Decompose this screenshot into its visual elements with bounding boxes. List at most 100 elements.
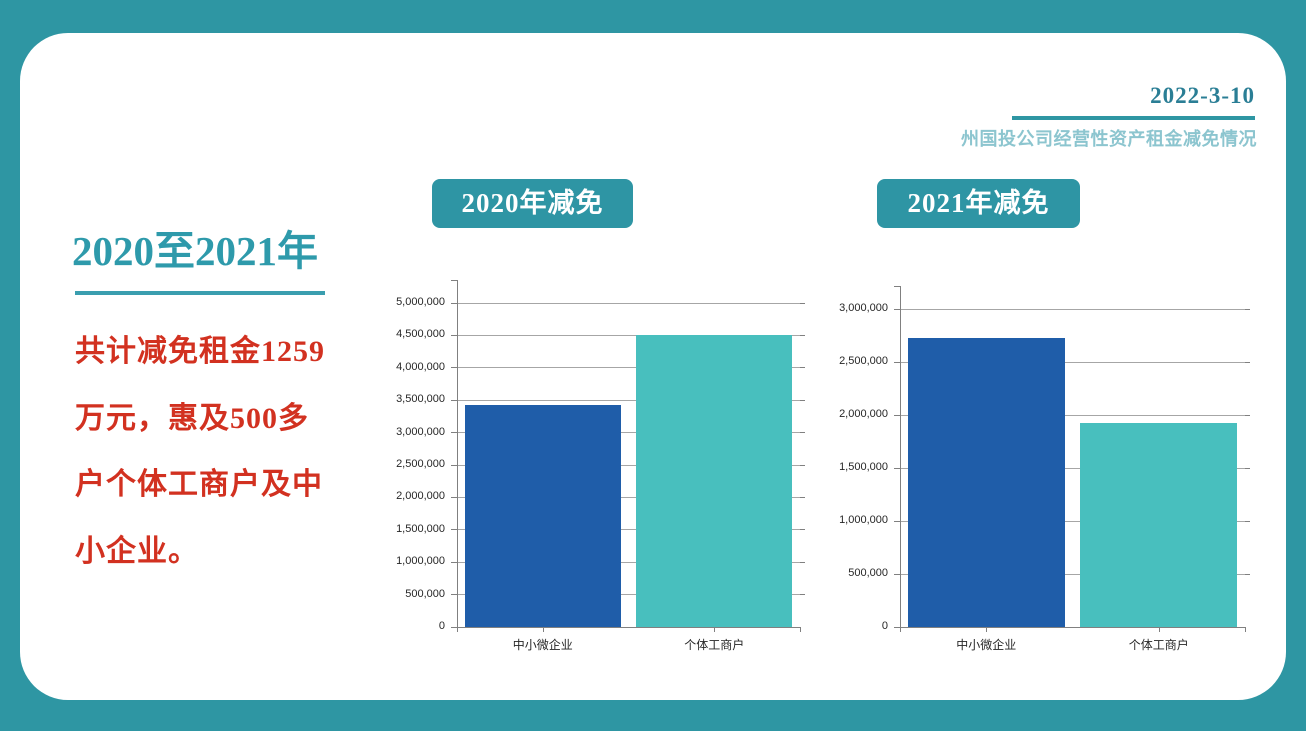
gridline	[900, 414, 1245, 416]
gridline	[457, 302, 800, 304]
axis-tick-left	[894, 361, 900, 363]
y-axis	[900, 286, 901, 627]
x-axis-label: 个体工商户	[1128, 638, 1189, 652]
content-card: 2022-3-10 州国投公司经营性资产租金减免情况 2020至2021年 共计…	[20, 33, 1286, 700]
x-axis-tick	[1245, 627, 1246, 632]
y-axis-label: 3,000,000	[396, 425, 445, 438]
page-title: 2020至2021年	[72, 228, 318, 274]
axis-tick-left	[894, 308, 900, 310]
y-axis-label: 500,000	[405, 587, 445, 600]
axis-tick-right	[800, 529, 805, 531]
summary-line-4: 小企业。	[75, 534, 199, 568]
y-axis-label: 1,500,000	[839, 461, 888, 473]
summary-line-3: 户个体工商户及中	[75, 468, 323, 501]
gridline	[457, 399, 800, 401]
y-axis-label: 0	[881, 620, 888, 632]
gridline	[900, 308, 1245, 310]
axis-tick-left	[451, 529, 457, 531]
axis-tick-right	[1245, 520, 1250, 522]
gridline	[457, 367, 800, 369]
summary-text: 共计减免租金1259 万元，惠及500多 户个体工商户及中 小企业。	[75, 319, 325, 585]
x-axis-label: 中小微企业	[512, 638, 573, 652]
axis-tick-left	[451, 496, 457, 498]
axis-tick-left	[451, 561, 457, 563]
axis-tick-right	[800, 464, 805, 466]
axis-tick-right	[800, 561, 805, 563]
chart-bar-1	[464, 404, 621, 627]
axis-tick-left	[451, 464, 457, 466]
gridline	[457, 334, 800, 336]
gridline	[457, 561, 800, 563]
axis-tick-right	[800, 496, 805, 498]
y-axis-label: 3,500,000	[396, 393, 445, 406]
axis-tick-right	[800, 399, 805, 401]
gridline	[900, 573, 1245, 575]
summary-line-1: 共计减免租金1259	[75, 335, 325, 368]
axis-tick-left	[451, 302, 457, 304]
axis-tick-right	[1245, 467, 1250, 469]
axis-tick-left	[894, 626, 900, 628]
axis-tick-right	[1245, 414, 1250, 416]
axis-tick-left	[451, 432, 457, 434]
axis-tick-left	[894, 467, 900, 469]
bar-chart-2020: 0 500,000 1,000,000 1,500,000 2,000,000 2,500…	[393, 280, 810, 661]
gridline	[900, 467, 1245, 469]
y-axis-label: 1,000,000	[396, 555, 445, 568]
x-axis-tick	[542, 627, 544, 632]
axis-tick-top	[451, 280, 457, 281]
x-axis-tick	[986, 627, 988, 632]
axis-tick-right	[800, 594, 805, 596]
gridline	[457, 529, 800, 531]
x-axis-label: 中小微企业	[956, 638, 1017, 652]
x-axis-tick	[1158, 627, 1160, 632]
gridline	[900, 361, 1245, 363]
y-axis-label: 1,500,000	[396, 522, 445, 535]
y-axis-label: 4,000,000	[396, 360, 445, 373]
gridline	[457, 594, 800, 596]
slide-subtitle: 州国投公司经营性资产租金减免情况	[961, 129, 1257, 149]
y-axis-label: 0	[438, 620, 445, 632]
x-axis-label: 个体工商户	[684, 638, 745, 652]
chart-bar-2	[636, 334, 793, 627]
axis-tick-right	[800, 367, 805, 369]
chart-bar-2	[1080, 423, 1238, 627]
slide-date: 2022-3-10	[1150, 83, 1255, 108]
x-axis	[457, 627, 800, 628]
x-axis	[900, 627, 1245, 628]
axis-tick-left	[451, 399, 457, 401]
axis-tick-right	[800, 302, 805, 304]
y-axis-label: 4,500,000	[396, 328, 445, 341]
axis-tick-left	[451, 594, 457, 596]
y-axis-label: 2,000,000	[396, 490, 445, 503]
y-axis-label: 500,000	[848, 567, 888, 579]
axis-tick-left	[451, 626, 457, 628]
y-axis-label: 5,000,000	[396, 296, 445, 308]
y-axis	[457, 280, 458, 627]
gridline	[457, 432, 800, 434]
header-divider-line	[1012, 116, 1255, 120]
y-axis-label: 2,000,000	[839, 408, 888, 420]
axis-tick-right	[800, 334, 805, 336]
chart-2021-title-badge: 2021年减免	[877, 179, 1080, 228]
axis-tick-left	[894, 414, 900, 416]
y-axis-label: 1,000,000	[839, 514, 888, 526]
x-axis-tick	[714, 627, 716, 632]
chart-2020-title-badge: 2020年减免	[432, 179, 633, 228]
axis-tick-right	[1245, 573, 1250, 575]
axis-tick-left	[451, 334, 457, 336]
x-axis-tick	[457, 627, 458, 632]
title-divider-line	[75, 291, 325, 295]
x-axis-tick	[900, 627, 901, 632]
y-axis-label: 3,000,000	[839, 302, 888, 314]
gridline	[900, 520, 1245, 522]
axis-tick-left	[894, 573, 900, 575]
gridline	[457, 464, 800, 466]
axis-tick-right	[800, 432, 805, 434]
axis-tick-top	[894, 286, 900, 287]
axis-tick-right	[1245, 361, 1250, 363]
y-axis-label: 2,500,000	[396, 458, 445, 470]
gridline	[457, 496, 800, 498]
bar-chart-2021: 0 500,000 1,000,000 1,500,000 2,000,000 2,500…	[836, 286, 1255, 661]
chart-bar-1	[907, 337, 1065, 627]
